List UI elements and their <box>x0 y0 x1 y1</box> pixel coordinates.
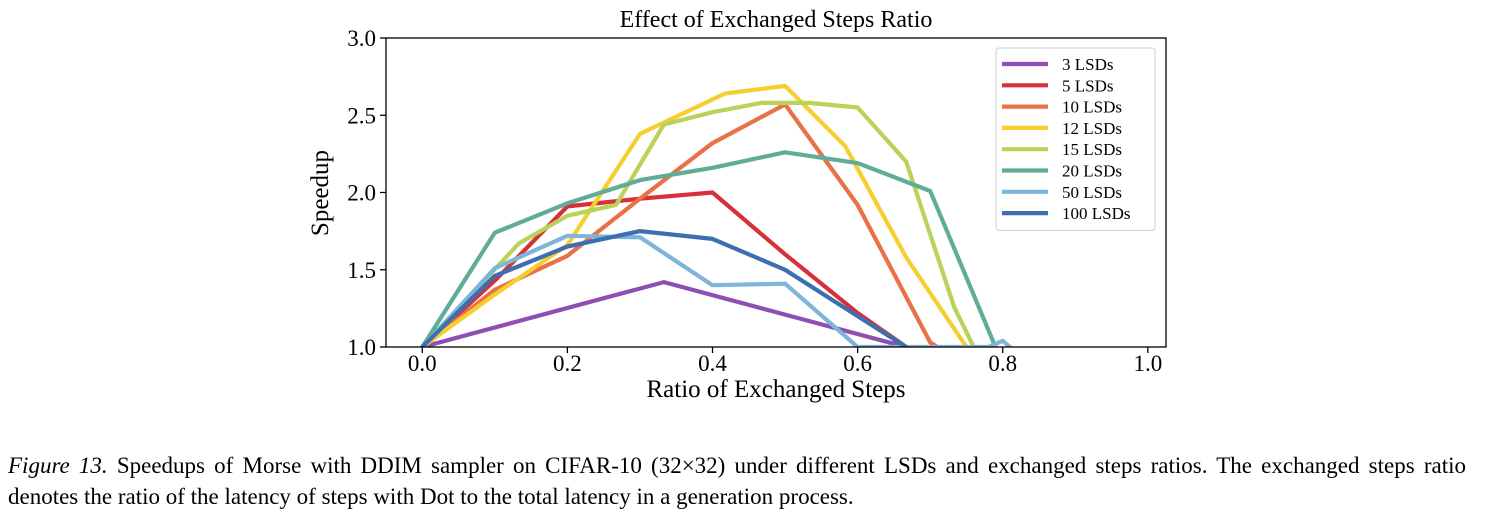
series-line-12-lsds <box>420 83 969 347</box>
figure-caption: Figure 13. Speedups of Morse with DDIM s… <box>8 450 1466 512</box>
y-tick-label: 1.5 <box>347 258 376 283</box>
legend-box <box>995 47 1156 231</box>
caption-label: Figure 13. <box>8 453 108 478</box>
caption-text: Speedups of Morse with DDIM sampler on C… <box>8 453 1466 509</box>
x-tick-label: 0.6 <box>843 351 872 376</box>
legend-label: 3 LSDs <box>1062 55 1113 74</box>
series-line-3-lsds <box>420 280 909 347</box>
y-axis-label: Speedup <box>307 150 334 236</box>
x-tick-label: 0.2 <box>553 351 582 376</box>
y-tick-label: 2.0 <box>347 181 376 206</box>
x-tick-label: 0.8 <box>988 351 1017 376</box>
series-line-50-lsds <box>420 233 1013 347</box>
chart-figure: Effect of Exchanged Steps Ratio Ratio of… <box>307 7 1167 403</box>
legend: 3 LSDs 5 LSDs 10 LSDs 12 LSDs 15 LSDs 20 LSDs… <box>995 47 1156 231</box>
series-line-20-lsds <box>420 150 998 347</box>
series-line-5-lsds <box>420 190 909 347</box>
chart-title: Effect of Exchanged Steps Ratio <box>620 7 933 33</box>
chart-svg: Effect of Exchanged Steps Ratio Ratio of… <box>307 7 1167 403</box>
y-tick-label: 2.5 <box>347 103 376 128</box>
series-line-10-lsds <box>420 102 940 347</box>
y-tick-label: 1.0 <box>347 335 376 360</box>
legend-label: 5 LSDs <box>1062 76 1113 95</box>
axes-frame <box>385 37 1167 348</box>
x-tick-label: 0.0 <box>408 351 437 376</box>
x-axis-label: Ratio of Exchanged Steps <box>647 376 906 403</box>
legend-label: 50 LSDs <box>1062 183 1122 202</box>
plot-area <box>420 83 1013 347</box>
series-line-100-lsds <box>420 229 909 347</box>
series-line-15-lsds <box>420 100 976 347</box>
legend-label: 15 LSDs <box>1062 140 1122 159</box>
axes: 0.0 0.2 0.4 0.6 0.8 1.0 1.0 1.5 2.0 2.5 3.0 <box>347 26 1162 376</box>
legend-label: 12 LSDs <box>1062 119 1122 138</box>
legend-label: 100 LSDs <box>1062 204 1130 223</box>
legend-label: 10 LSDs <box>1062 98 1122 117</box>
x-tick-label: 1.0 <box>1133 351 1162 376</box>
x-tick-label: 0.4 <box>698 351 727 376</box>
legend-label: 20 LSDs <box>1062 162 1122 181</box>
y-tick-label: 3.0 <box>347 26 376 51</box>
